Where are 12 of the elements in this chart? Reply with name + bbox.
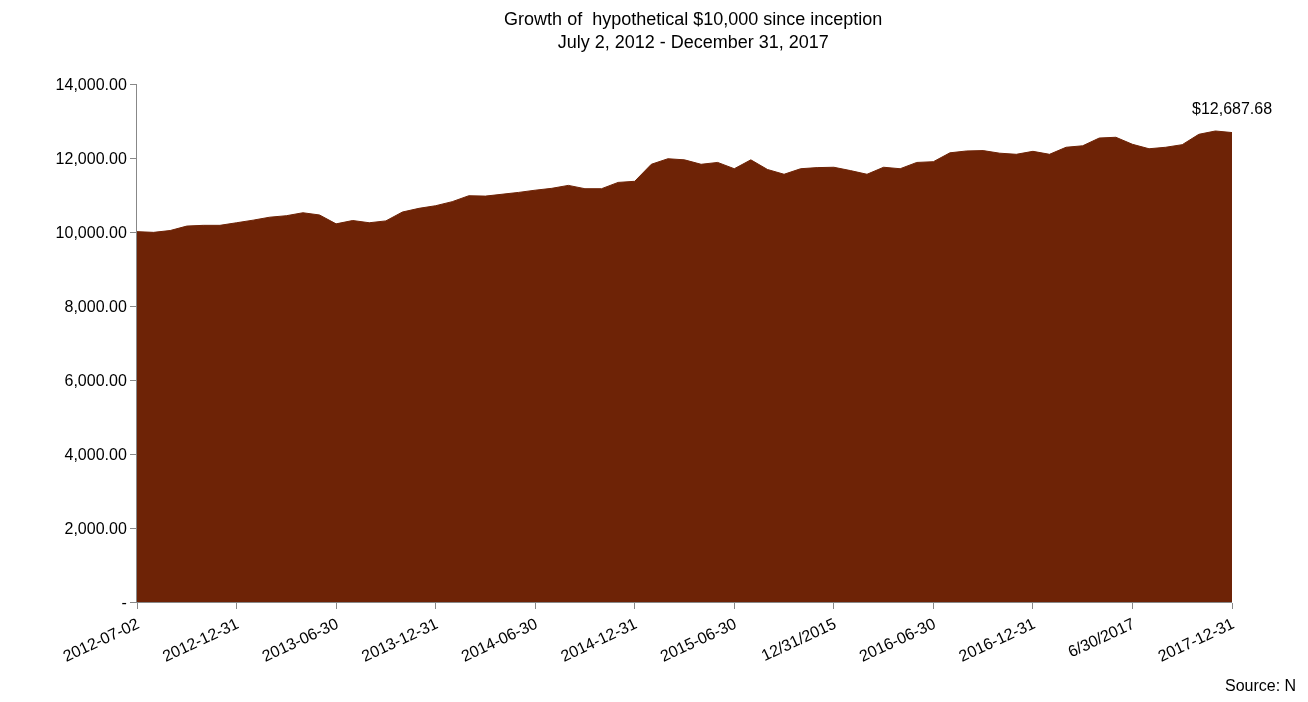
y-tick-label: 12,000.00: [55, 149, 127, 167]
y-tick-label: 10,000.00: [55, 223, 127, 241]
data-label: $12,687.68: [1192, 100, 1273, 117]
y-tick-label: 2,000.00: [64, 519, 127, 537]
y-tick-label: -: [121, 593, 127, 611]
y-tick-label: 14,000.00: [55, 75, 127, 93]
chart-title: Growth of hypothetical $10,000 since inception: [504, 8, 883, 29]
y-tick-label: 4,000.00: [64, 445, 127, 463]
source-note: Source: N: [1225, 677, 1297, 694]
y-tick-label: 8,000.00: [64, 297, 127, 315]
chart-subtitle: July 2, 2012 - December 31, 2017: [557, 31, 829, 52]
y-tick-label: 6,000.00: [64, 371, 127, 389]
